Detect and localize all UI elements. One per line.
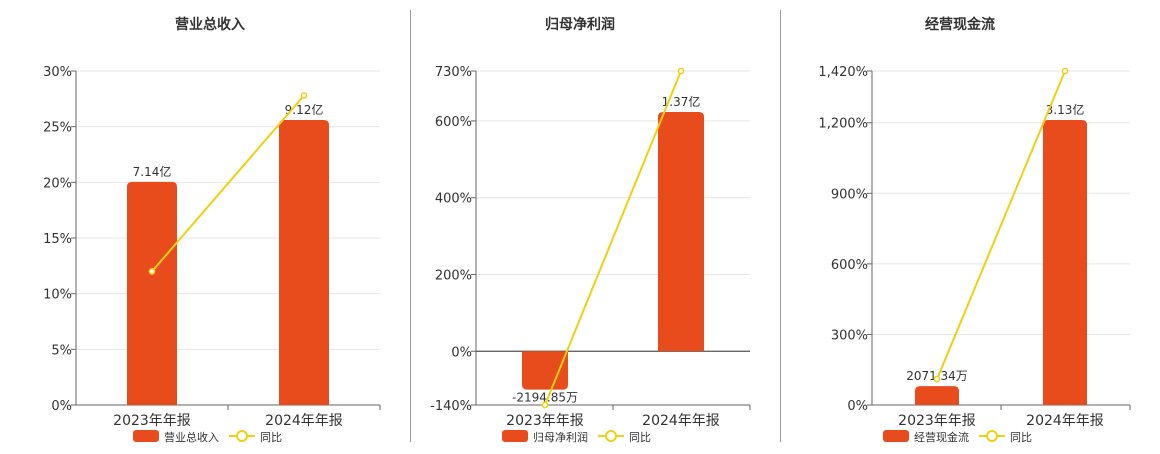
net-profit-chart-panel: 归母净利润 -140% 0% 200% 400% 600% 730% -2194.85万 1.3…	[412, 0, 778, 450]
legend-bar-swatch	[133, 430, 159, 442]
bar	[127, 181, 177, 405]
bar	[1043, 120, 1087, 405]
yoy-point	[1061, 67, 1069, 75]
y-tick-label: 1,420%	[818, 65, 868, 80]
net-profit-chart: 归母净利润 -140% 0% 200% 400% 600% 730% -2194.85万 1.3…	[430, 16, 751, 444]
bar-value-label: 3.13亿	[1046, 102, 1085, 117]
legend-line-marker	[236, 430, 248, 442]
y-tick-label: 1,200%	[818, 117, 868, 132]
chart-title: 归母净利润	[545, 16, 615, 33]
chart-title: 营业总收入	[175, 16, 245, 33]
legend-line-marker	[986, 430, 998, 442]
cash-flow-chart: 经营现金流0%300%600%900%1,200%1,420%2071.34万3…	[818, 16, 1131, 444]
yoy-point	[300, 92, 308, 99]
legend-bar-swatch	[502, 430, 528, 442]
y-tick-label: 200%	[435, 268, 472, 283]
bar	[658, 112, 704, 352]
y-tick-label: 20%	[43, 176, 72, 191]
y-tick-label: 900%	[831, 187, 868, 202]
x-tick-label: 2024年年报	[642, 413, 720, 429]
bar-value-label: 9.12亿	[285, 102, 324, 117]
bar-value-label: 7.14亿	[133, 164, 172, 179]
y-tick-label: 400%	[435, 192, 472, 207]
legend-bar-label: 经营现金流	[914, 430, 969, 444]
panel-divider-2	[780, 10, 781, 442]
yoy-point	[541, 401, 549, 409]
x-tick-label: 2023年年报	[898, 413, 976, 429]
y-tick-label: 0%	[847, 399, 868, 414]
yoy-point	[148, 268, 156, 275]
bar-value-label: 1.37亿	[662, 94, 701, 109]
legend-line-label: 同比	[629, 431, 651, 444]
y-tick-label: 0%	[451, 345, 472, 360]
legend-line-label: 同比	[1010, 431, 1032, 444]
panel-divider-1	[410, 10, 411, 442]
yoy-line	[151, 94, 305, 273]
y-tick-label: 30%	[43, 65, 72, 80]
legend-line-label: 同比	[260, 431, 282, 444]
yoy-point	[677, 67, 685, 75]
legend-line-marker	[605, 430, 617, 442]
y-tick-label: 0%	[51, 399, 72, 414]
yoy-point	[933, 375, 941, 383]
cash-flow-chart-panel: 经营现金流0%300%600%900%1,200%1,420%2071.34万3…	[782, 0, 1160, 450]
legend-bar-swatch	[883, 430, 909, 442]
bar	[279, 120, 329, 405]
y-tick-label: 600%	[435, 115, 472, 130]
legend-bar-label: 归母净利润	[533, 430, 588, 444]
y-tick-label: 25%	[43, 121, 72, 136]
y-tick-label: 10%	[43, 288, 72, 303]
bar-value-label: -2194.85万	[512, 391, 578, 405]
y-tick-label: 730%	[435, 65, 472, 80]
yoy-line	[936, 70, 1066, 380]
revenue-chart: 营业总收入 0% 5% 10% 15% 20% 25% 30% 7.14亿 9.12亿 2023年年…	[43, 16, 381, 444]
y-tick-label: 5%	[51, 343, 72, 358]
bar	[522, 351, 568, 390]
x-tick-label: 2024年年报	[1026, 413, 1104, 429]
y-tick-label: 600%	[831, 258, 868, 273]
y-tick-label: -140%	[430, 399, 472, 414]
yoy-line	[544, 70, 682, 406]
y-tick-label: 15%	[43, 232, 72, 247]
legend-bar-label: 营业总收入	[164, 430, 219, 444]
revenue-chart-panel: 营业总收入 0% 5% 10% 15% 20% 25% 30% 7.14亿 9.12亿 2023年年…	[0, 0, 405, 450]
bar	[915, 386, 959, 405]
y-tick-label: 300%	[831, 328, 868, 343]
chart-title: 经营现金流	[925, 16, 995, 33]
x-tick-label: 2024年年报	[265, 413, 343, 429]
x-tick-label: 2023年年报	[113, 413, 191, 429]
x-tick-label: 2023年年报	[506, 413, 584, 429]
